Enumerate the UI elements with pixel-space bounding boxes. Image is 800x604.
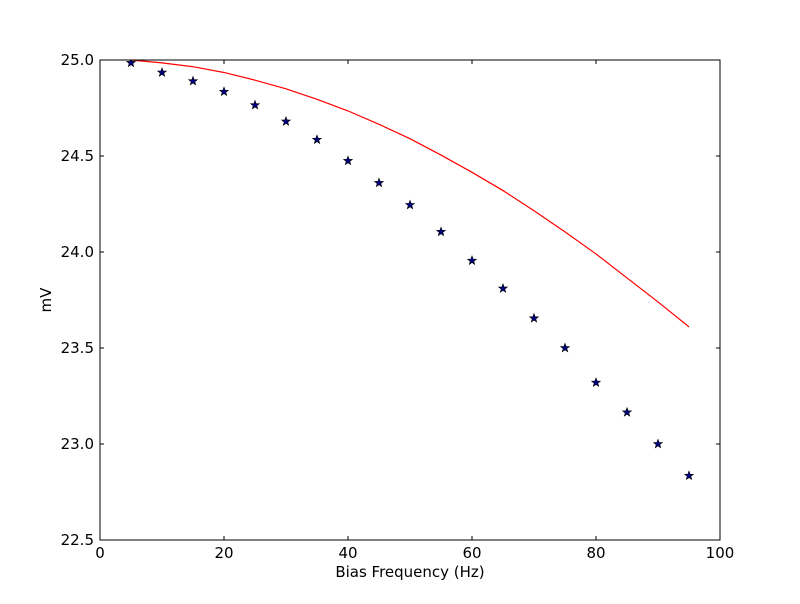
- x-tick-label: 20: [214, 544, 233, 562]
- scatter-point: [435, 226, 447, 237]
- scatter-point: [156, 67, 168, 77]
- y-tick-label: 24.5: [61, 147, 94, 165]
- x-tick-label: 100: [706, 544, 735, 562]
- scatter-point: [652, 438, 664, 449]
- scatter-point: [497, 283, 509, 293]
- x-axis-label: Bias Frequency (Hz): [335, 563, 484, 581]
- x-tick-label: 80: [586, 544, 605, 562]
- plot-area: [100, 60, 720, 540]
- scatter-point: [528, 312, 540, 323]
- scatter-point: [125, 60, 137, 68]
- axes-frame: [99, 59, 721, 541]
- series-line: [130, 60, 690, 328]
- ticks: 0 20 40 60 80 100 22.5 23.0 23.5 24.0 24.5 25.0: [61, 51, 735, 562]
- x-tick-label: 60: [462, 544, 481, 562]
- x-tick-label: 40: [338, 544, 357, 562]
- scatter-point: [621, 406, 633, 417]
- scatter-point: [404, 199, 416, 210]
- y-tick-label: 22.5: [61, 531, 94, 549]
- y-tick-label: 23.0: [61, 435, 94, 453]
- y-tick-label: 25.0: [61, 51, 94, 69]
- x-tick-label: 0: [95, 544, 105, 562]
- scatter-point: [218, 86, 230, 97]
- y-tick-label: 23.5: [61, 339, 94, 357]
- y-axis-label: mV: [37, 287, 55, 313]
- scatter-point: [187, 75, 199, 86]
- scatter-point: [280, 115, 292, 126]
- scatter-point: [590, 377, 602, 387]
- axes-border: [99, 59, 721, 541]
- scatter-point: [466, 255, 478, 266]
- y-tick-label: 24.0: [61, 243, 94, 261]
- scatter-point: [342, 155, 354, 166]
- scatter-point: [683, 470, 695, 481]
- plot-content: [100, 60, 720, 540]
- scatter-point: [311, 134, 323, 145]
- scatter-point: [373, 177, 385, 188]
- scatter-point: [249, 99, 261, 110]
- scatter-point: [559, 342, 571, 353]
